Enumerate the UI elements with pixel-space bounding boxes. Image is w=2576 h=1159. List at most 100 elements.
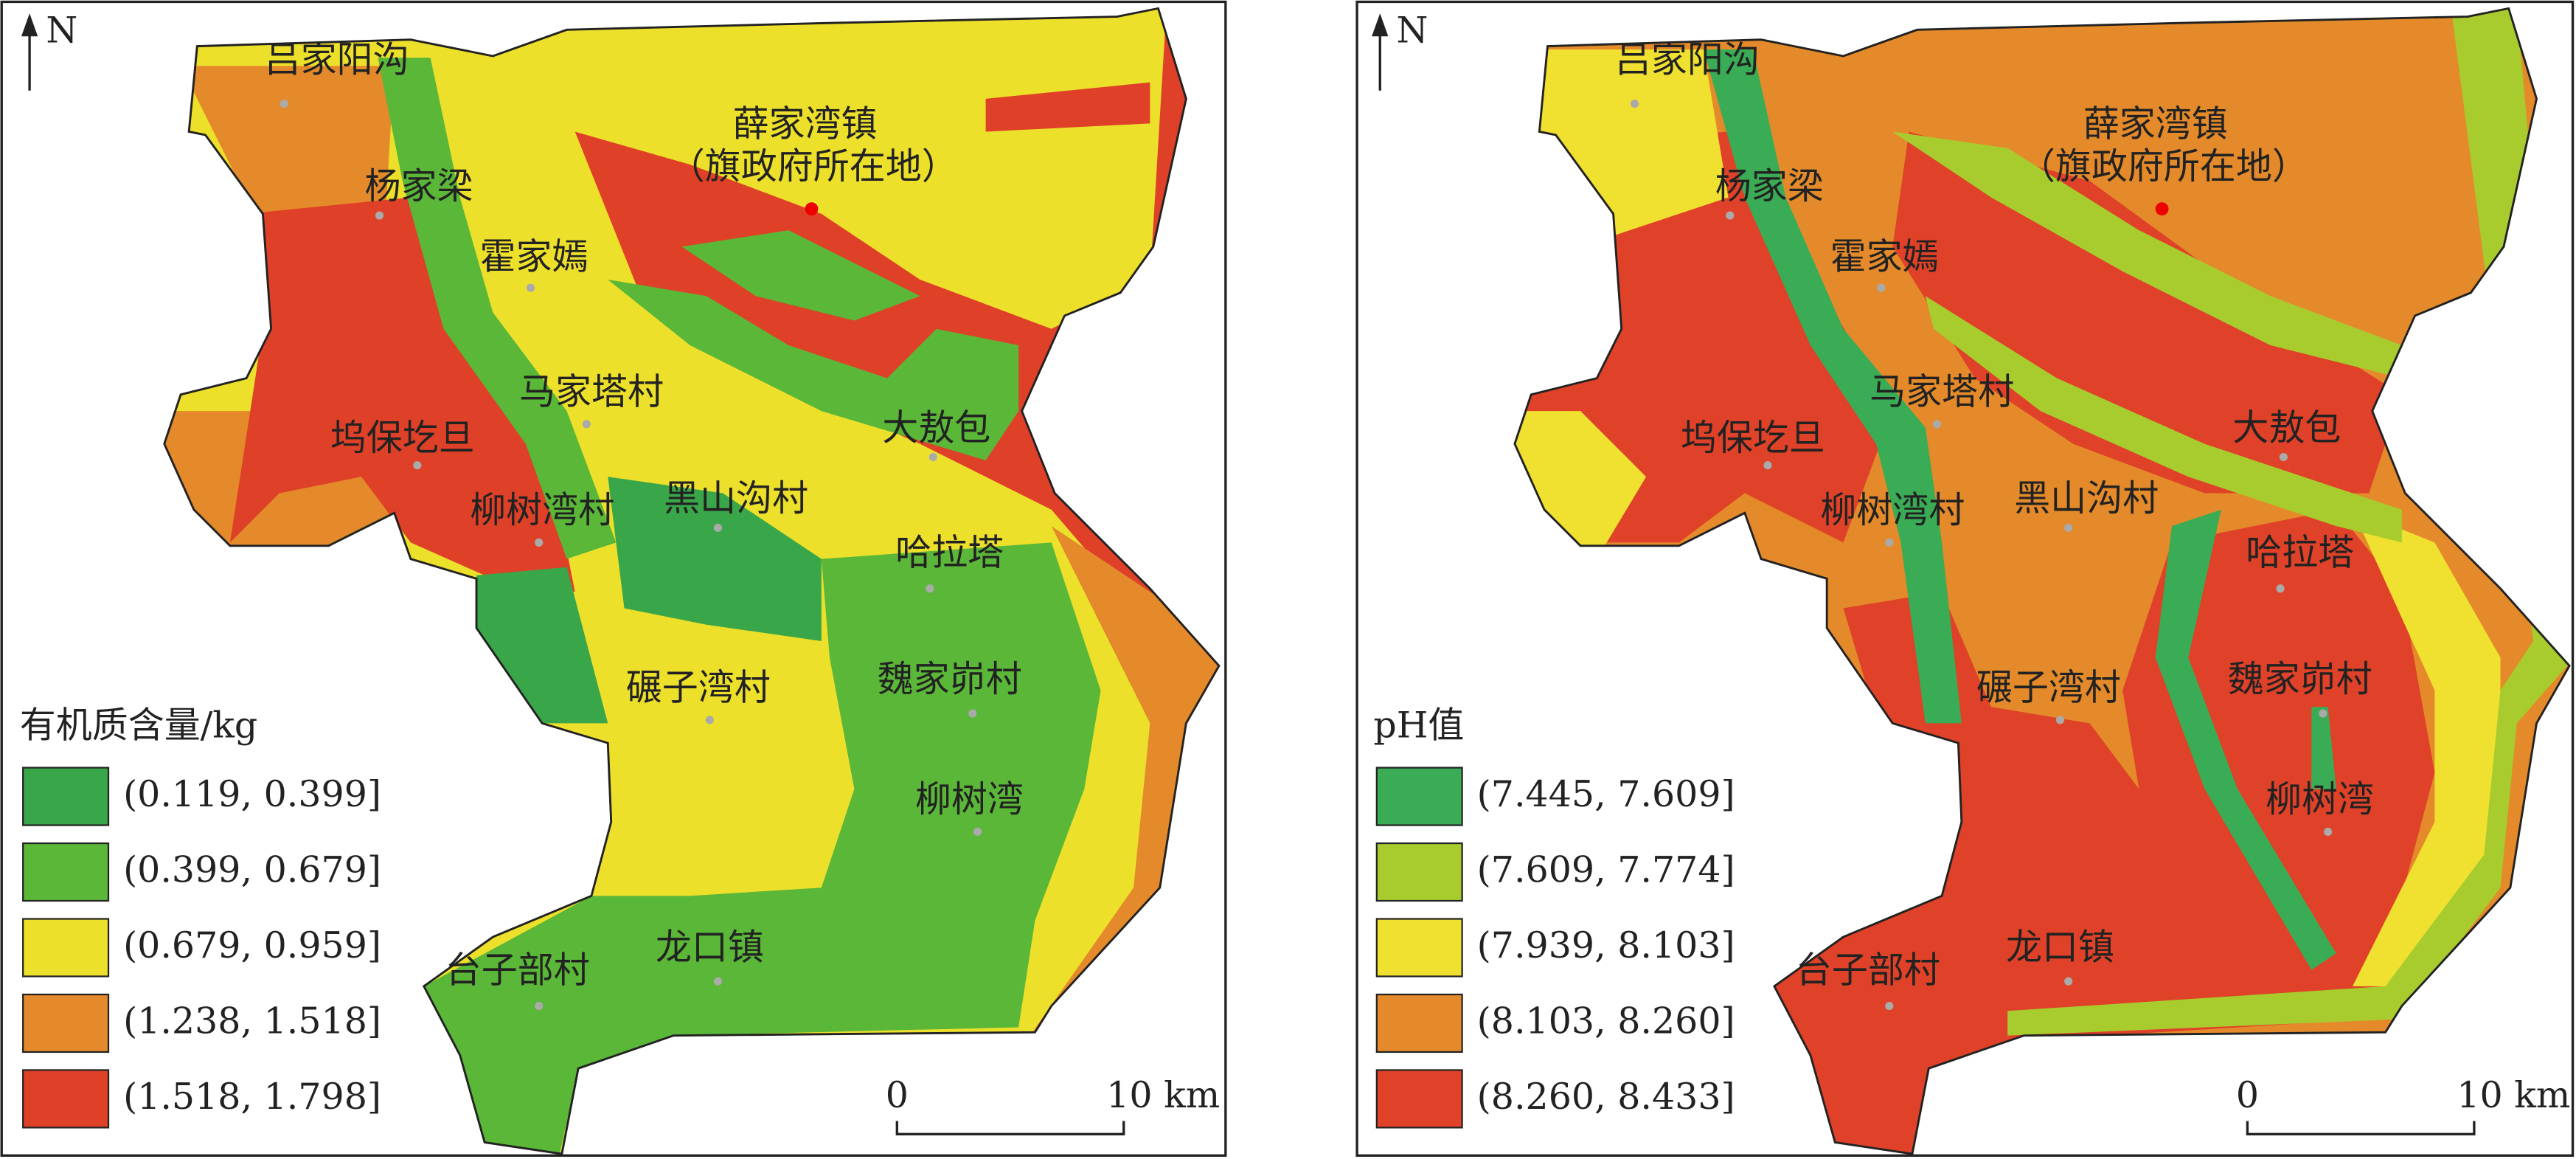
place-dot bbox=[2064, 523, 2073, 532]
place-label: 哈拉塔 bbox=[895, 532, 1004, 574]
legend-label: (0.399, 0.679] bbox=[123, 849, 381, 891]
scale-label: 10 km bbox=[1106, 1074, 1220, 1116]
place-dot bbox=[1932, 420, 1942, 429]
place-dot bbox=[2319, 709, 2327, 718]
legend-swatch bbox=[1375, 918, 1463, 978]
place-label: 哈拉塔 bbox=[2246, 532, 2354, 574]
place-label: 柳树湾村 bbox=[1820, 489, 1965, 531]
place-dot bbox=[1885, 538, 1894, 547]
organic-matter-map bbox=[164, 8, 1219, 1155]
zone bbox=[2007, 8, 2570, 1036]
legend-swatch bbox=[1375, 993, 1463, 1054]
ph-map bbox=[1514, 8, 2570, 1155]
legend-label: (0.679, 0.959] bbox=[123, 924, 381, 966]
legend-label: (1.518, 1.798] bbox=[123, 1076, 381, 1118]
legend-label: (7.445, 7.609] bbox=[1477, 773, 1735, 815]
place-dot bbox=[2055, 716, 2065, 724]
place-dot bbox=[713, 523, 723, 532]
legend-label: (1.238, 1.518] bbox=[123, 1000, 381, 1042]
scale-bar bbox=[2246, 1121, 2476, 1136]
place-label: 柳树湾村 bbox=[470, 489, 614, 531]
place-dot bbox=[928, 452, 937, 462]
place-dot bbox=[1877, 283, 1886, 292]
legend-title: pH值 bbox=[1373, 705, 1464, 747]
capital-dot bbox=[2155, 202, 2169, 216]
capital-label: 薛家湾镇 bbox=[733, 103, 878, 145]
legend-label: (8.260, 8.433] bbox=[1477, 1076, 1735, 1118]
legend-swatch bbox=[22, 993, 110, 1054]
legend-label: (7.939, 8.103] bbox=[1477, 924, 1735, 966]
place-label: 马家塔村 bbox=[519, 370, 664, 412]
capital-label: （旗政府所在地） bbox=[2019, 145, 2308, 187]
place-dot bbox=[1726, 211, 1735, 220]
place-dot bbox=[535, 1002, 544, 1011]
capital-dot bbox=[805, 202, 819, 216]
place-label: 魏家峁村 bbox=[878, 658, 1022, 700]
scale-label: 0 bbox=[886, 1074, 909, 1116]
zone bbox=[1892, 131, 2402, 494]
place-dot bbox=[280, 100, 288, 108]
place-label: 碾子湾村 bbox=[626, 666, 771, 708]
legend-title: 有机质含量/kg bbox=[20, 705, 258, 747]
place-dot bbox=[713, 977, 723, 986]
place-label: 柳树湾 bbox=[2266, 778, 2374, 820]
place-label: 杨家梁 bbox=[365, 165, 473, 207]
place-dot bbox=[526, 283, 535, 292]
place-label: 碾子湾村 bbox=[1976, 666, 2121, 708]
place-label: 台子部村 bbox=[1796, 949, 1940, 992]
zone bbox=[2353, 509, 2501, 986]
place-label: 吕家阳沟 bbox=[1615, 38, 1760, 80]
legend-swatch bbox=[22, 842, 110, 902]
place-label: 龙口镇 bbox=[656, 926, 764, 968]
place-label: 大敖包 bbox=[2232, 406, 2341, 449]
place-dot bbox=[375, 211, 384, 220]
place-label: 大敖包 bbox=[882, 406, 990, 449]
place-dot bbox=[535, 538, 544, 547]
legend-label: (8.103, 8.260] bbox=[1477, 1000, 1735, 1042]
place-dot bbox=[973, 827, 982, 837]
zone bbox=[476, 567, 608, 724]
zone bbox=[608, 279, 1019, 460]
place-dot bbox=[582, 420, 591, 429]
place-dot bbox=[968, 709, 977, 718]
place-label: 黑山沟村 bbox=[664, 477, 808, 519]
place-label: 霍家嫣 bbox=[479, 236, 588, 278]
capital-label: （旗政府所在地） bbox=[669, 145, 958, 187]
place-label: 龙口镇 bbox=[2006, 926, 2114, 968]
legend-swatch bbox=[22, 1069, 110, 1129]
legend-swatch bbox=[22, 767, 110, 826]
ph-map-group bbox=[1513, 7, 2571, 1155]
zone bbox=[1704, 49, 1962, 724]
zone bbox=[2311, 707, 2336, 789]
scale-label: 10 km bbox=[2457, 1074, 2570, 1116]
capital-label: 薛家湾镇 bbox=[2083, 103, 2228, 145]
place-label: 魏家峁村 bbox=[2228, 658, 2372, 700]
legend-swatch bbox=[1375, 1069, 1463, 1129]
zone bbox=[378, 58, 617, 559]
place-label: 坞保圪旦 bbox=[1681, 417, 1825, 459]
north-label: N bbox=[1397, 9, 1428, 51]
place-label: 吕家阳沟 bbox=[265, 38, 409, 80]
legend-swatch bbox=[22, 918, 110, 978]
place-label: 黑山沟村 bbox=[2014, 477, 2159, 519]
place-label: 霍家嫣 bbox=[1830, 236, 1939, 278]
place-dot bbox=[2279, 452, 2288, 462]
legend-label: (0.119, 0.399] bbox=[123, 773, 381, 815]
zone bbox=[1892, 131, 2402, 378]
place-dot bbox=[1763, 461, 1772, 470]
north-arrow-head bbox=[1372, 13, 1389, 37]
place-dot bbox=[1630, 100, 1639, 108]
scale-bar bbox=[895, 1121, 1125, 1136]
legend-label: (7.609, 7.774] bbox=[1477, 849, 1735, 891]
zone bbox=[2155, 509, 2336, 970]
panel-frame bbox=[0, 0, 1227, 1157]
place-label: 坞保圪旦 bbox=[330, 417, 475, 459]
scale-label: 0 bbox=[2236, 1074, 2259, 1116]
place-label: 柳树湾 bbox=[915, 778, 1024, 820]
place-label: 台子部村 bbox=[445, 949, 590, 992]
panel-frame bbox=[1355, 0, 2575, 1157]
zone bbox=[608, 477, 822, 642]
place-dot bbox=[926, 584, 934, 593]
